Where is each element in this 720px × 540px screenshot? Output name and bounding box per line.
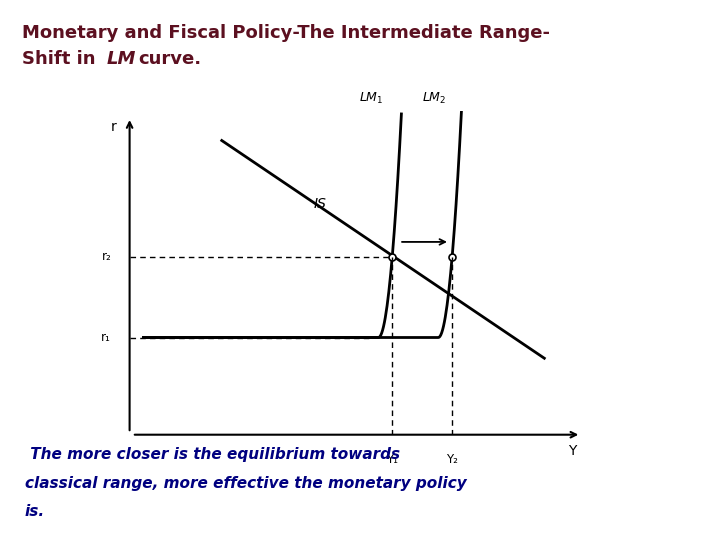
Text: Y₂: Y₂: [446, 453, 458, 465]
Text: $LM_2$: $LM_2$: [421, 91, 446, 106]
Text: curve.: curve.: [138, 50, 202, 68]
Text: is.: is.: [24, 504, 45, 519]
Text: r: r: [111, 120, 117, 134]
Text: Y₁: Y₁: [386, 453, 398, 465]
Text: The more closer is the equilibrium towards: The more closer is the equilibrium towar…: [24, 447, 400, 462]
Text: $LM_1$: $LM_1$: [359, 91, 384, 106]
Text: IS: IS: [314, 197, 327, 211]
Text: classical range, more effective the monetary policy: classical range, more effective the mone…: [24, 476, 467, 491]
Text: Monetary and Fiscal Policy-The Intermediate Range-: Monetary and Fiscal Policy-The Intermedi…: [22, 24, 549, 42]
Text: LM: LM: [107, 50, 136, 68]
Text: r₂: r₂: [102, 250, 111, 263]
Text: r₁: r₁: [102, 331, 111, 344]
Text: Y: Y: [568, 444, 576, 458]
Text: Shift in: Shift in: [22, 50, 102, 68]
